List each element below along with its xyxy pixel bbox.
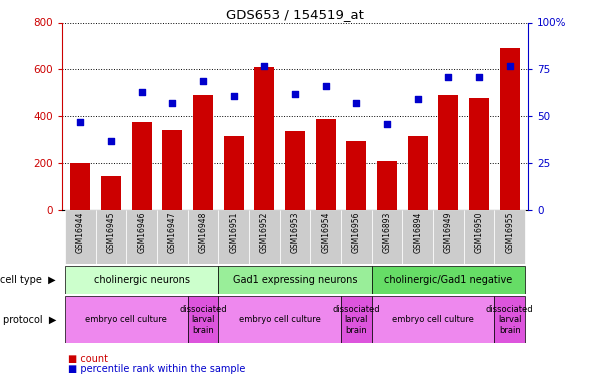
Bar: [494, 210, 525, 264]
Text: GSM16950: GSM16950: [474, 211, 483, 253]
Point: [229, 93, 238, 99]
Text: GSM16951: GSM16951: [229, 211, 238, 253]
Text: GSM16947: GSM16947: [168, 211, 177, 253]
Text: dissociated
larval
brain: dissociated larval brain: [333, 305, 380, 334]
Bar: [285, 132, 305, 210]
Bar: [101, 176, 121, 210]
Bar: [218, 210, 249, 264]
Point: [352, 100, 361, 106]
Text: GSM16949: GSM16949: [444, 211, 453, 253]
Bar: [408, 136, 428, 210]
Bar: [218, 296, 341, 343]
Bar: [96, 210, 126, 264]
Bar: [280, 210, 310, 264]
Bar: [372, 296, 494, 343]
Bar: [433, 210, 464, 264]
Bar: [372, 266, 525, 294]
Text: GSM16952: GSM16952: [260, 211, 269, 253]
Text: ■ count: ■ count: [68, 354, 108, 364]
Text: GSM16894: GSM16894: [413, 211, 422, 253]
Text: GSM16955: GSM16955: [505, 211, 514, 253]
Bar: [65, 266, 218, 294]
Text: GSM16944: GSM16944: [76, 211, 85, 253]
Bar: [494, 296, 525, 343]
Text: embryo cell culture: embryo cell culture: [86, 315, 168, 324]
Bar: [65, 296, 188, 343]
Bar: [254, 67, 274, 210]
Bar: [193, 95, 213, 210]
Bar: [162, 130, 182, 210]
Point: [321, 83, 330, 89]
Bar: [438, 95, 458, 210]
Text: ■ percentile rank within the sample: ■ percentile rank within the sample: [68, 364, 245, 374]
Point: [260, 63, 269, 69]
Text: GSM16893: GSM16893: [382, 211, 392, 253]
Point: [382, 121, 392, 127]
Bar: [464, 210, 494, 264]
Text: dissociated
larval
brain: dissociated larval brain: [179, 305, 227, 334]
Bar: [249, 210, 280, 264]
Point: [198, 78, 208, 84]
Point: [413, 96, 422, 102]
Text: GSM16953: GSM16953: [290, 211, 300, 253]
Text: GSM16956: GSM16956: [352, 211, 361, 253]
Bar: [316, 118, 336, 210]
Title: GDS653 / 154519_at: GDS653 / 154519_at: [226, 8, 364, 21]
Bar: [469, 98, 489, 210]
Point: [137, 89, 146, 95]
Bar: [188, 210, 218, 264]
Bar: [224, 136, 244, 210]
Bar: [402, 210, 433, 264]
Text: protocol  ▶: protocol ▶: [3, 315, 56, 325]
Point: [505, 63, 514, 69]
Bar: [126, 210, 157, 264]
Text: cholinergic neurons: cholinergic neurons: [94, 275, 189, 285]
Point: [106, 138, 116, 144]
Text: GSM16946: GSM16946: [137, 211, 146, 253]
Bar: [372, 210, 402, 264]
Point: [168, 100, 177, 106]
Bar: [157, 210, 188, 264]
Text: GSM16954: GSM16954: [321, 211, 330, 253]
Bar: [218, 266, 372, 294]
Point: [290, 91, 300, 97]
Bar: [377, 161, 397, 210]
Point: [76, 119, 85, 125]
Bar: [341, 296, 372, 343]
Point: [444, 74, 453, 80]
Text: Gad1 expressing neurons: Gad1 expressing neurons: [232, 275, 358, 285]
Point: [474, 74, 484, 80]
Bar: [500, 48, 520, 210]
Bar: [188, 296, 218, 343]
Bar: [310, 210, 341, 264]
Text: embryo cell culture: embryo cell culture: [392, 315, 474, 324]
Bar: [65, 210, 96, 264]
Text: cholinergic/Gad1 negative: cholinergic/Gad1 negative: [384, 275, 513, 285]
Bar: [132, 122, 152, 210]
Bar: [341, 210, 372, 264]
Text: GSM16948: GSM16948: [198, 211, 208, 253]
Text: dissociated
larval
brain: dissociated larval brain: [486, 305, 533, 334]
Bar: [70, 163, 90, 210]
Text: embryo cell culture: embryo cell culture: [239, 315, 320, 324]
Text: GSM16945: GSM16945: [107, 211, 116, 253]
Bar: [346, 141, 366, 210]
Text: cell type  ▶: cell type ▶: [1, 275, 56, 285]
